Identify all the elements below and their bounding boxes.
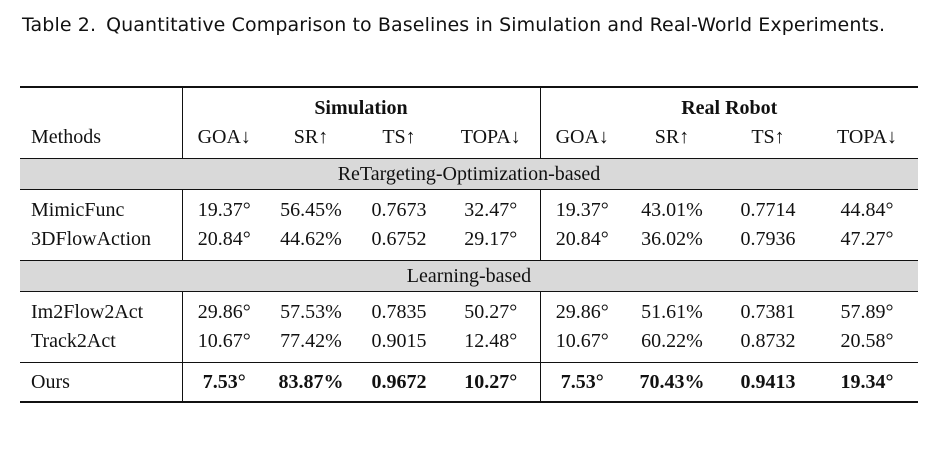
real-topa-header: TOPA↓ [836, 126, 898, 148]
value-cell: 0.7936 [740, 228, 796, 250]
value-cell: 10.67° [539, 327, 624, 363]
caption-label: Table 2. [22, 14, 97, 36]
methods-header: Methods [31, 126, 101, 148]
method-cell-ours: Ours [31, 371, 70, 393]
value-cell: 51.61% [641, 301, 703, 323]
table-row: 3DFlowAction 20.84° 44.62% 0.6752 29.17°… [20, 225, 918, 261]
value-cell-bold: 83.87% [278, 371, 344, 393]
value-cell: 0.7714 [740, 199, 796, 221]
value-cell: 10.67° [181, 327, 266, 363]
value-cell: 44.84° [840, 199, 894, 221]
value-cell: 56.45% [280, 199, 342, 221]
value-cell: 47.27° [840, 228, 894, 250]
results-table: Simulation Real Robot Methods GOA↓ SR↑ T… [20, 86, 918, 403]
value-cell: 20.84° [181, 225, 266, 261]
real-ts-header: TS↑ [751, 126, 785, 148]
value-cell-bold: 70.43% [639, 371, 705, 393]
value-cell: 29.86° [539, 291, 624, 327]
value-cell: 29.86° [181, 291, 266, 327]
ours-row: Ours 7.53° 83.87% 0.9672 10.27° 7.53° 70… [20, 362, 918, 402]
table-caption: Table 2. Quantitative Comparison to Basel… [22, 14, 922, 36]
value-cell: 0.7673 [371, 199, 427, 221]
value-cell: 29.17° [464, 228, 518, 250]
value-cell: 19.37° [539, 189, 624, 225]
value-cell: 0.8732 [740, 330, 796, 352]
table-row: Im2Flow2Act 29.86° 57.53% 0.7835 50.27° … [20, 291, 918, 327]
section-header-row: ReTargeting-Optimization-based [20, 158, 918, 190]
value-cell: 12.48° [464, 330, 518, 352]
value-cell: 44.62% [280, 228, 342, 250]
value-cell: 36.02% [641, 228, 703, 250]
sim-goa-header: GOA↓ [181, 123, 266, 159]
method-cell: Track2Act [31, 330, 116, 352]
real-robot-group-header: Real Robot [539, 87, 918, 123]
simulation-group-header: Simulation [181, 87, 540, 123]
value-cell-bold: 0.9413 [740, 371, 796, 393]
value-cell: 0.7835 [371, 301, 427, 323]
value-cell: 0.7381 [740, 301, 796, 323]
sim-ts-header: TS↑ [382, 126, 416, 148]
value-cell-bold: 7.53° [539, 362, 624, 402]
value-cell-bold: 0.9672 [371, 371, 427, 393]
table-row: MimicFunc 19.37° 56.45% 0.7673 32.47° 19… [20, 189, 918, 225]
method-cell: MimicFunc [31, 199, 125, 221]
value-cell: 20.58° [840, 330, 894, 352]
real-sr-header: SR↑ [654, 126, 690, 148]
value-cell: 60.22% [641, 330, 703, 352]
sim-topa-header: TOPA↓ [460, 126, 521, 148]
value-cell: 20.84° [539, 225, 624, 261]
value-cell-bold: 19.34° [840, 371, 894, 393]
sim-sr-header: SR↑ [293, 126, 329, 148]
section-title-retargeting: ReTargeting-Optimization-based [20, 158, 918, 190]
table-row: Track2Act 10.67° 77.42% 0.9015 12.48° 10… [20, 327, 918, 363]
value-cell-bold: 10.27° [464, 371, 518, 393]
caption-text: Quantitative Comparison to Baselines in … [106, 14, 886, 36]
value-cell: 19.37° [181, 189, 266, 225]
value-cell: 57.53% [280, 301, 342, 323]
value-cell: 0.6752 [371, 228, 427, 250]
value-cell: 77.42% [280, 330, 342, 352]
group-header-row: Simulation Real Robot [20, 87, 918, 123]
value-cell: 57.89° [840, 301, 894, 323]
value-cell: 32.47° [464, 199, 518, 221]
value-cell: 50.27° [464, 301, 518, 323]
real-goa-header: GOA↓ [539, 123, 624, 159]
section-header-row: Learning-based [20, 260, 918, 292]
results-table-container: Simulation Real Robot Methods GOA↓ SR↑ T… [20, 86, 918, 403]
metric-header-row: Methods GOA↓ SR↑ TS↑ TOPA↓ GOA↓ SR↑ TS↑ … [20, 123, 918, 159]
value-cell: 0.9015 [371, 330, 427, 352]
method-cell: 3DFlowAction [31, 228, 151, 250]
value-cell-bold: 7.53° [181, 362, 266, 402]
value-cell: 43.01% [641, 199, 703, 221]
section-title-learning: Learning-based [20, 260, 918, 292]
methods-group-spacer [20, 87, 182, 123]
method-cell: Im2Flow2Act [31, 301, 144, 323]
